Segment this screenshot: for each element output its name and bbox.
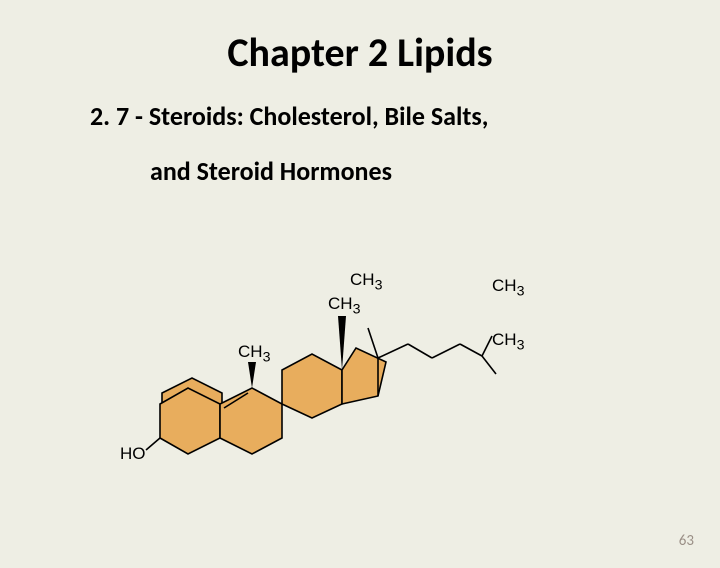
label-ch3-4: CH3 (492, 330, 524, 353)
section-subtitle: 2. 7 - Steroids: Cholesterol, Bile Salts… (0, 101, 720, 187)
wedge-ch3-c13 (338, 316, 346, 370)
label-ho: HO (120, 444, 146, 464)
subtitle-line-1: 2. 7 - Steroids: Cholesterol, Bile Salts… (90, 101, 720, 132)
label-ch3-2: CH3 (328, 294, 360, 317)
side-chain (368, 328, 496, 396)
wedge-ch3-c10 (248, 362, 256, 388)
ho-bond (146, 438, 160, 450)
label-ch3-5: CH3 (238, 342, 270, 365)
subtitle-line-2: and Steroid Hormones (150, 156, 720, 187)
cholesterol-structure: CH3 CH3 CH3 CH3 CH3 HO (120, 258, 560, 478)
label-ch3-3: CH3 (492, 276, 524, 299)
page-title: Chapter 2 Lipids (0, 28, 720, 77)
label-ch3-1: CH3 (350, 270, 382, 293)
page-number: 63 (679, 532, 694, 550)
ring-system (160, 348, 386, 454)
